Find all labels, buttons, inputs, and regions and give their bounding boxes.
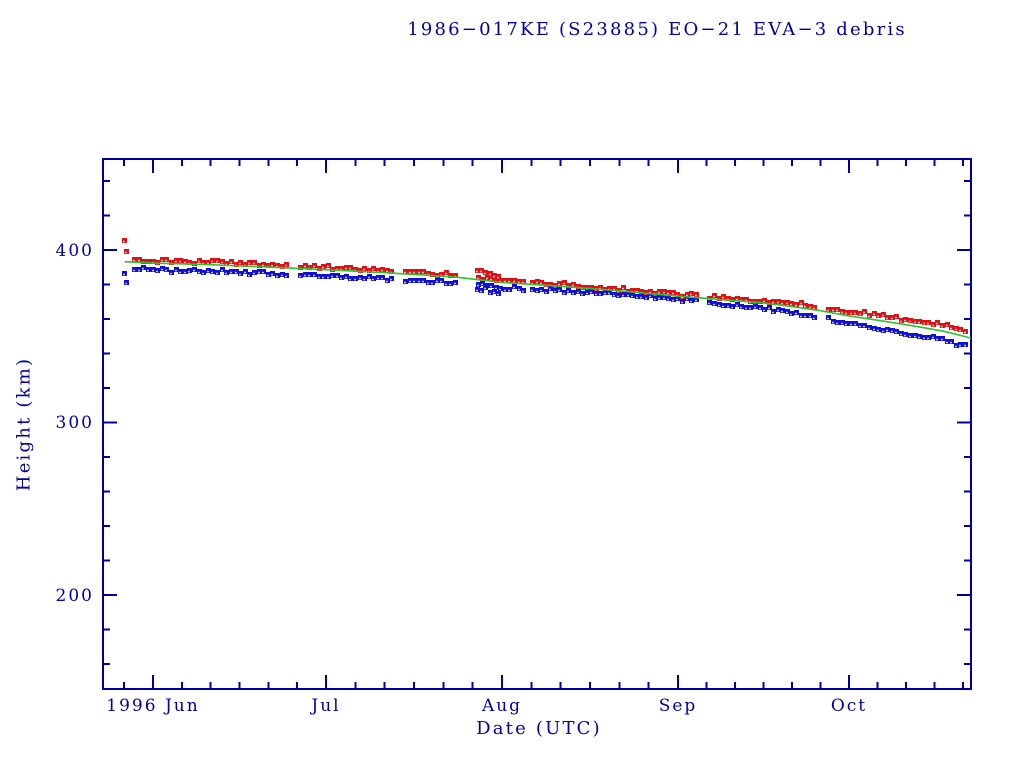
- chart-title: 1986−017KE (S23885) EO−21 EVA−3 debris: [407, 19, 907, 40]
- scatter-points: [122, 238, 968, 348]
- x-tick-label: Sep: [659, 696, 698, 716]
- x-axis-title: Date (UTC): [476, 718, 602, 739]
- x-tick-label: Jul: [309, 696, 340, 716]
- x-tick-label: 1996 Jun: [106, 696, 199, 716]
- x-tick-label: Oct: [831, 696, 867, 716]
- y-tick-label: 300: [56, 413, 94, 433]
- x-tick-label: Aug: [481, 696, 522, 716]
- fit-line: [124, 260, 972, 339]
- y-tick-label: 200: [56, 586, 94, 606]
- y-tick-label: 400: [56, 241, 94, 261]
